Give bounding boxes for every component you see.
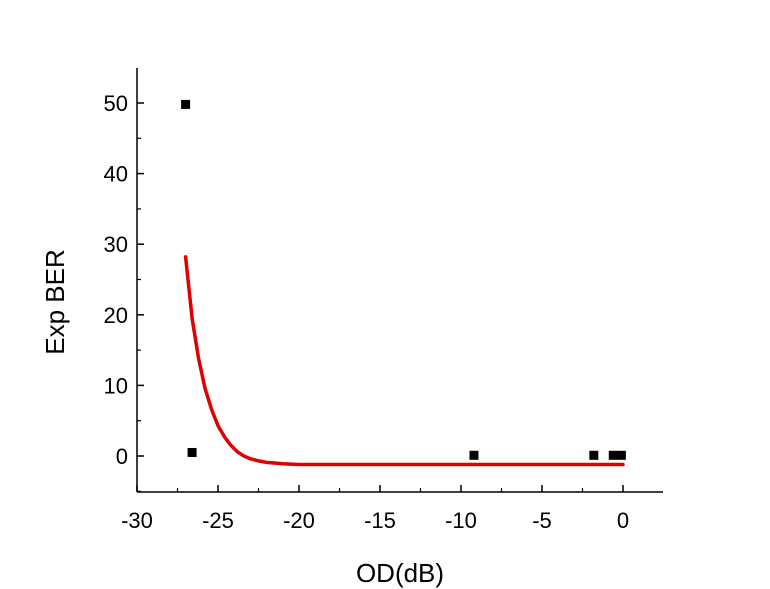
y-tick-label: 50: [104, 91, 128, 116]
x-tick-label: -10: [445, 508, 477, 533]
x-tick-label: -25: [202, 508, 234, 533]
axes: [136, 68, 663, 493]
data-point: [187, 447, 197, 457]
fit-layer: [183, 255, 625, 467]
x-tick-label: -20: [283, 508, 315, 533]
data-point: [181, 99, 191, 109]
data-point: [469, 450, 479, 460]
data-point: [616, 450, 626, 460]
marker-layer: [181, 99, 626, 460]
x-tick-label: -30: [121, 508, 153, 533]
y-tick-label: 30: [104, 232, 128, 257]
y-tick-label: 40: [104, 162, 128, 187]
y-ticks: 0 10 20 30 40 50: [104, 91, 144, 492]
y-tick-label: 20: [104, 303, 128, 328]
x-axis-title: OD(dB): [356, 558, 444, 588]
x-ticks: -30 -25 -20 -15 -10 -5 0: [121, 485, 629, 533]
y-tick-label: 0: [116, 444, 128, 469]
data-point: [608, 450, 618, 460]
data-point: [589, 450, 599, 460]
x-tick-label: 0: [617, 508, 629, 533]
x-tick-label: -15: [364, 508, 396, 533]
fit-curve: [183, 255, 625, 467]
y-tick-label: 10: [104, 373, 128, 398]
y-axis-title: Exp BER: [40, 249, 70, 355]
x-tick-label: -5: [532, 508, 552, 533]
